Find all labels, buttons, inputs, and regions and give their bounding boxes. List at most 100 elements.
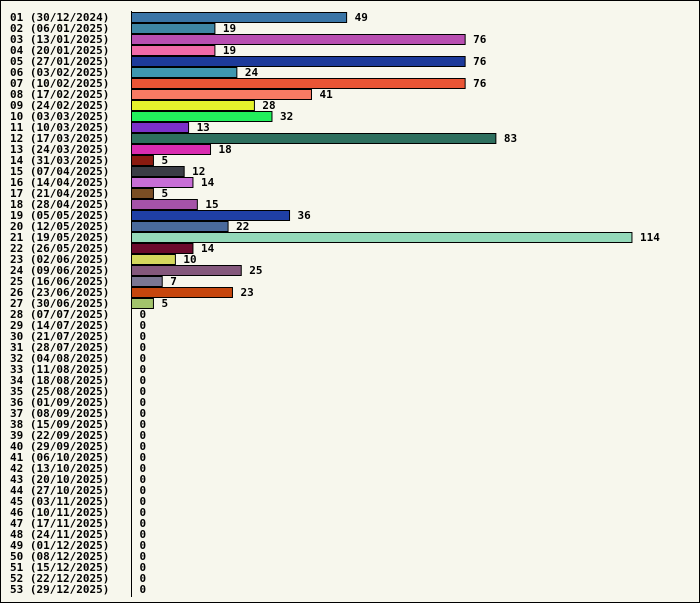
category-label: 05 (27/01/2025) (10, 55, 109, 68)
category-label: 47 (17/11/2025) (10, 517, 109, 530)
bar (131, 243, 194, 254)
value-label: 10 (183, 253, 196, 266)
value-label: 0 (140, 451, 147, 464)
category-label: 40 (29/09/2025) (10, 440, 109, 453)
category-label: 30 (21/07/2025) (10, 330, 109, 343)
value-label: 49 (355, 11, 368, 24)
category-label: 28 (07/07/2025) (10, 308, 109, 321)
bar (131, 265, 242, 276)
category-label: 24 (09/06/2025) (10, 264, 109, 277)
bar (131, 89, 312, 100)
category-label: 33 (11/08/2025) (10, 363, 109, 376)
bar (131, 221, 229, 232)
value-label: 0 (140, 528, 147, 541)
value-labels: 4919761976247641283213831851214515362211… (140, 11, 661, 596)
bar (131, 287, 233, 298)
value-label: 5 (161, 187, 168, 200)
category-label: 35 (25/08/2025) (10, 385, 109, 398)
category-label: 20 (12/05/2025) (10, 220, 109, 233)
bar (131, 45, 216, 56)
value-label: 76 (473, 55, 487, 68)
category-label: 13 (24/03/2025) (10, 143, 109, 156)
category-label: 19 (05/05/2025) (10, 209, 109, 222)
category-label: 26 (23/06/2025) (10, 286, 109, 299)
bar (131, 188, 154, 199)
category-label: 38 (15/09/2025) (10, 418, 109, 431)
bar (131, 23, 216, 34)
category-label: 31 (28/07/2025) (10, 341, 109, 354)
value-label: 0 (140, 561, 147, 574)
category-label: 32 (04/08/2025) (10, 352, 109, 365)
bar (131, 232, 633, 243)
category-label: 14 (31/03/2025) (10, 154, 109, 167)
category-label: 36 (01/09/2025) (10, 396, 109, 409)
value-label: 18 (219, 143, 232, 156)
value-label: 76 (473, 33, 487, 46)
value-label: 0 (140, 583, 147, 596)
category-label: 46 (10/11/2025) (10, 506, 109, 519)
value-label: 5 (161, 297, 168, 310)
value-label: 76 (473, 77, 487, 90)
value-label: 83 (504, 132, 517, 145)
category-label: 50 (08/12/2025) (10, 550, 109, 563)
value-label: 0 (140, 473, 147, 486)
category-labels: 01 (30/12/2024)02 (06/01/2025)03 (13/01/… (10, 11, 109, 596)
value-label: 14 (201, 176, 215, 189)
category-label: 27 (30/06/2025) (10, 297, 109, 310)
value-label: 0 (140, 506, 147, 519)
value-label: 32 (280, 110, 293, 123)
value-label: 0 (140, 418, 147, 431)
bar (131, 177, 194, 188)
bar (131, 254, 176, 265)
value-label: 0 (140, 396, 147, 409)
category-label: 03 (13/01/2025) (10, 33, 109, 46)
category-label: 07 (10/02/2025) (10, 77, 109, 90)
value-label: 19 (223, 44, 236, 57)
category-label: 16 (14/04/2025) (10, 176, 109, 189)
bar (131, 155, 154, 166)
category-label: 37 (08/09/2025) (10, 407, 109, 420)
bar (131, 12, 348, 23)
value-label: 12 (192, 165, 205, 178)
category-label: 06 (03/02/2025) (10, 66, 109, 79)
value-label: 0 (140, 440, 147, 453)
value-label: 0 (140, 330, 147, 343)
value-label: 0 (140, 517, 147, 530)
value-label: 5 (161, 154, 168, 167)
category-label: 52 (22/12/2025) (10, 572, 109, 585)
value-label: 41 (319, 88, 333, 101)
value-label: 15 (205, 198, 218, 211)
value-label: 24 (245, 66, 259, 79)
category-label: 39 (22/09/2025) (10, 429, 109, 442)
category-label: 41 (06/10/2025) (10, 451, 109, 464)
value-label: 0 (140, 319, 147, 332)
category-label: 49 (01/12/2025) (10, 539, 109, 552)
bar (131, 144, 212, 155)
bar (131, 133, 497, 144)
bar (131, 166, 185, 177)
value-label: 0 (140, 539, 147, 552)
category-label: 45 (03/11/2025) (10, 495, 109, 508)
value-label: 28 (262, 99, 275, 112)
value-label: 0 (140, 407, 147, 420)
bar (131, 67, 238, 78)
category-label: 21 (19/05/2025) (10, 231, 109, 244)
value-label: 7 (170, 275, 177, 288)
value-label: 0 (140, 374, 147, 387)
category-label: 12 (17/03/2025) (10, 132, 109, 145)
bar (131, 34, 466, 45)
value-label: 13 (197, 121, 210, 134)
value-label: 14 (201, 242, 215, 255)
bar (131, 100, 255, 111)
category-label: 02 (06/01/2025) (10, 22, 109, 35)
category-label: 53 (29/12/2025) (10, 583, 109, 596)
value-label: 0 (140, 572, 147, 585)
value-label: 22 (236, 220, 249, 233)
bar (131, 111, 273, 122)
value-label: 0 (140, 308, 147, 321)
category-label: 17 (21/04/2025) (10, 187, 109, 200)
value-label: 0 (140, 462, 147, 475)
value-label: 0 (140, 429, 147, 442)
category-label: 34 (18/08/2025) (10, 374, 109, 387)
